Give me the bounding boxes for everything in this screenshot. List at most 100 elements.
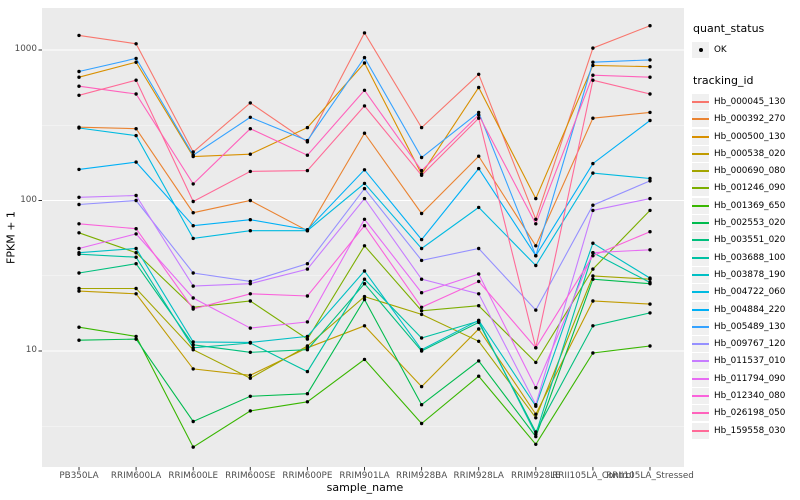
data-point [191,284,195,288]
data-point [534,416,538,420]
legend-item-label: Hb_000690_080 [714,166,786,177]
data-point [77,286,81,291]
data-point [305,153,310,157]
legend-tracking-id-items: Hb_000045_130 Hb_000392_270 Hb_000500_130 H… [692,93,800,439]
data-point [362,186,367,191]
data-point [591,299,595,303]
legend-key-box [692,197,709,214]
data-point [419,246,424,251]
data-point [477,279,481,284]
legend-item: Hb_000045_130 [692,93,800,110]
data-point [134,251,138,255]
legend-key-box [692,93,709,110]
y-axis-title: FPKM + 1 [4,211,18,264]
legend-item: Hb_011794_090 [692,370,800,387]
data-point [305,168,310,173]
legend-item-label: Hb_004884_220 [714,304,786,315]
legend-key-line-icon [692,256,709,259]
data-point [419,258,424,263]
legend-item: Hb_003551_020 [692,232,800,249]
data-point [134,42,138,46]
data-point [477,327,481,331]
data-point [534,244,538,248]
data-point [419,336,424,340]
legend-tracking-id-title: tracking_id [693,74,754,88]
data-point [477,318,481,322]
legend-item: Hb_009767_120 [692,335,800,353]
legend-item-label: Hb_000045_130 [714,96,786,107]
data-point [419,305,424,309]
data-point [191,307,195,311]
data-point [419,384,424,389]
x-tick-label: RRIM600PE [282,471,333,481]
data-point [362,181,367,186]
x-tick-label: RRIM901LA [339,471,390,481]
data-point [534,403,538,407]
data-point [648,118,652,123]
data-point [419,211,424,216]
data-point [191,346,195,350]
legend: quant_status OK tracking_id Hb_000045_13… [692,22,800,439]
data-point [248,376,252,380]
data-point [191,224,195,228]
data-point [134,198,138,203]
data-point [419,168,424,173]
data-point [477,116,481,120]
data-point [362,131,367,135]
x-tick-label: RRIM928BA [395,471,448,481]
legend-key-box [692,266,709,283]
legend-key-box [692,405,709,422]
legend-key-box [692,318,709,335]
data-point [305,125,310,130]
legend-item: Hb_003878_190 [692,266,800,283]
data-point [134,193,138,198]
data-point [305,320,310,324]
data-point [591,73,595,77]
data-point [134,286,138,291]
data-point [534,442,538,446]
x-tick-label: RRIM600LE [168,471,219,481]
data-point [534,263,538,268]
x-axis-title: sample_name [326,481,404,494]
legend-key-box [692,232,709,249]
data-point [591,60,595,64]
data-point [248,282,252,286]
data-point [419,125,424,130]
data-point [248,229,252,233]
legend-key-box [692,180,709,197]
legend-item: Hb_000690_080 [692,162,800,180]
data-point [648,230,652,234]
data-point [362,324,367,328]
data-point [591,274,595,278]
data-point [648,75,652,79]
legend-item-label: Hb_003688_100 [714,252,786,263]
legend-item-label: Hb_005489_130 [714,321,786,332]
data-point [534,432,538,436]
data-point [534,308,538,312]
data-point [648,196,652,201]
legend-item: Hb_004722_060 [692,284,800,301]
data-point [305,348,310,352]
legend-item-label: OK [714,44,727,55]
legend-item-label: Hb_003878_190 [714,269,786,280]
data-point [77,69,81,74]
legend-item-label: Hb_009767_120 [714,339,786,350]
data-point [77,93,81,98]
data-point [77,271,81,275]
data-point [191,340,195,344]
legend-item: Hb_000500_130 [692,128,800,145]
data-point [591,171,595,175]
data-point [591,161,595,166]
legend-item-label: Hb_004722_060 [714,287,786,298]
data-point [362,55,367,60]
data-point [77,33,81,38]
data-point [305,334,310,339]
legend-key-box [692,370,709,387]
data-point [134,334,138,339]
legend-key-line-icon [692,170,709,173]
data-point [248,292,252,296]
data-point [248,350,252,354]
data-point [648,344,652,348]
legend-item-label: Hb_003551_020 [714,235,786,246]
